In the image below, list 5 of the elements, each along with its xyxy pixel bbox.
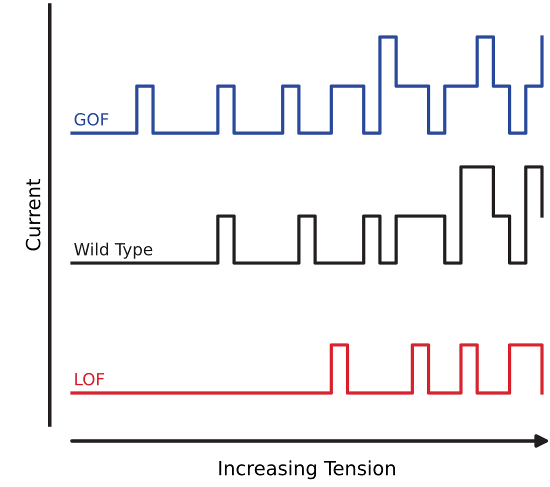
series-label: GOF [74,113,108,126]
series-label: LOF [75,372,104,386]
x-axis-title: Increasing Tension [219,460,395,480]
series-label: Wild Type [74,242,152,259]
y-axis-title: Current [26,178,40,250]
